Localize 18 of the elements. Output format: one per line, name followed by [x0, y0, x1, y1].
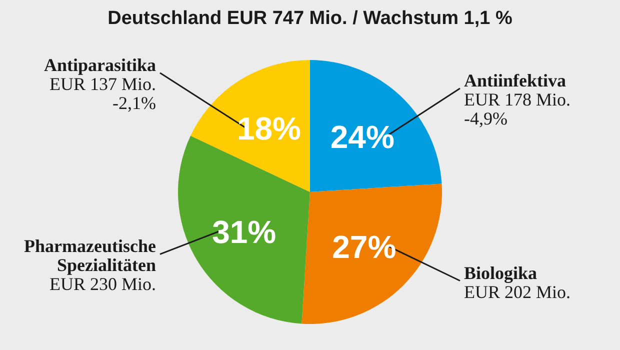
text: -4,9%: [464, 108, 508, 128]
text: EUR 137 Mio.: [49, 74, 156, 94]
data-label: 24%: [330, 119, 394, 156]
text: EUR 202 Mio.: [464, 282, 571, 302]
chart-title: Deutschland EUR 747 Mio. / Wachstum 1,1 %: [108, 8, 512, 29]
data-label: 31%: [212, 214, 276, 250]
slice-label: Antiparasitika: [44, 54, 156, 75]
text: -2,1%: [112, 92, 156, 113]
pie-slice: [190, 60, 310, 192]
slice-label: Antiinfektiva: [464, 70, 566, 90]
pie-slice: [310, 60, 442, 192]
slice-label: Biologika: [464, 262, 538, 283]
slice-label: Pharmazeutische Spezialitäten: [24, 236, 156, 276]
text: EUR 178 Mio.: [464, 89, 571, 110]
pie-slice: [302, 184, 442, 324]
text: EUR 230 Mio.: [49, 274, 156, 294]
data-label: 27%: [332, 229, 396, 266]
data-label: 18%: [236, 110, 301, 146]
